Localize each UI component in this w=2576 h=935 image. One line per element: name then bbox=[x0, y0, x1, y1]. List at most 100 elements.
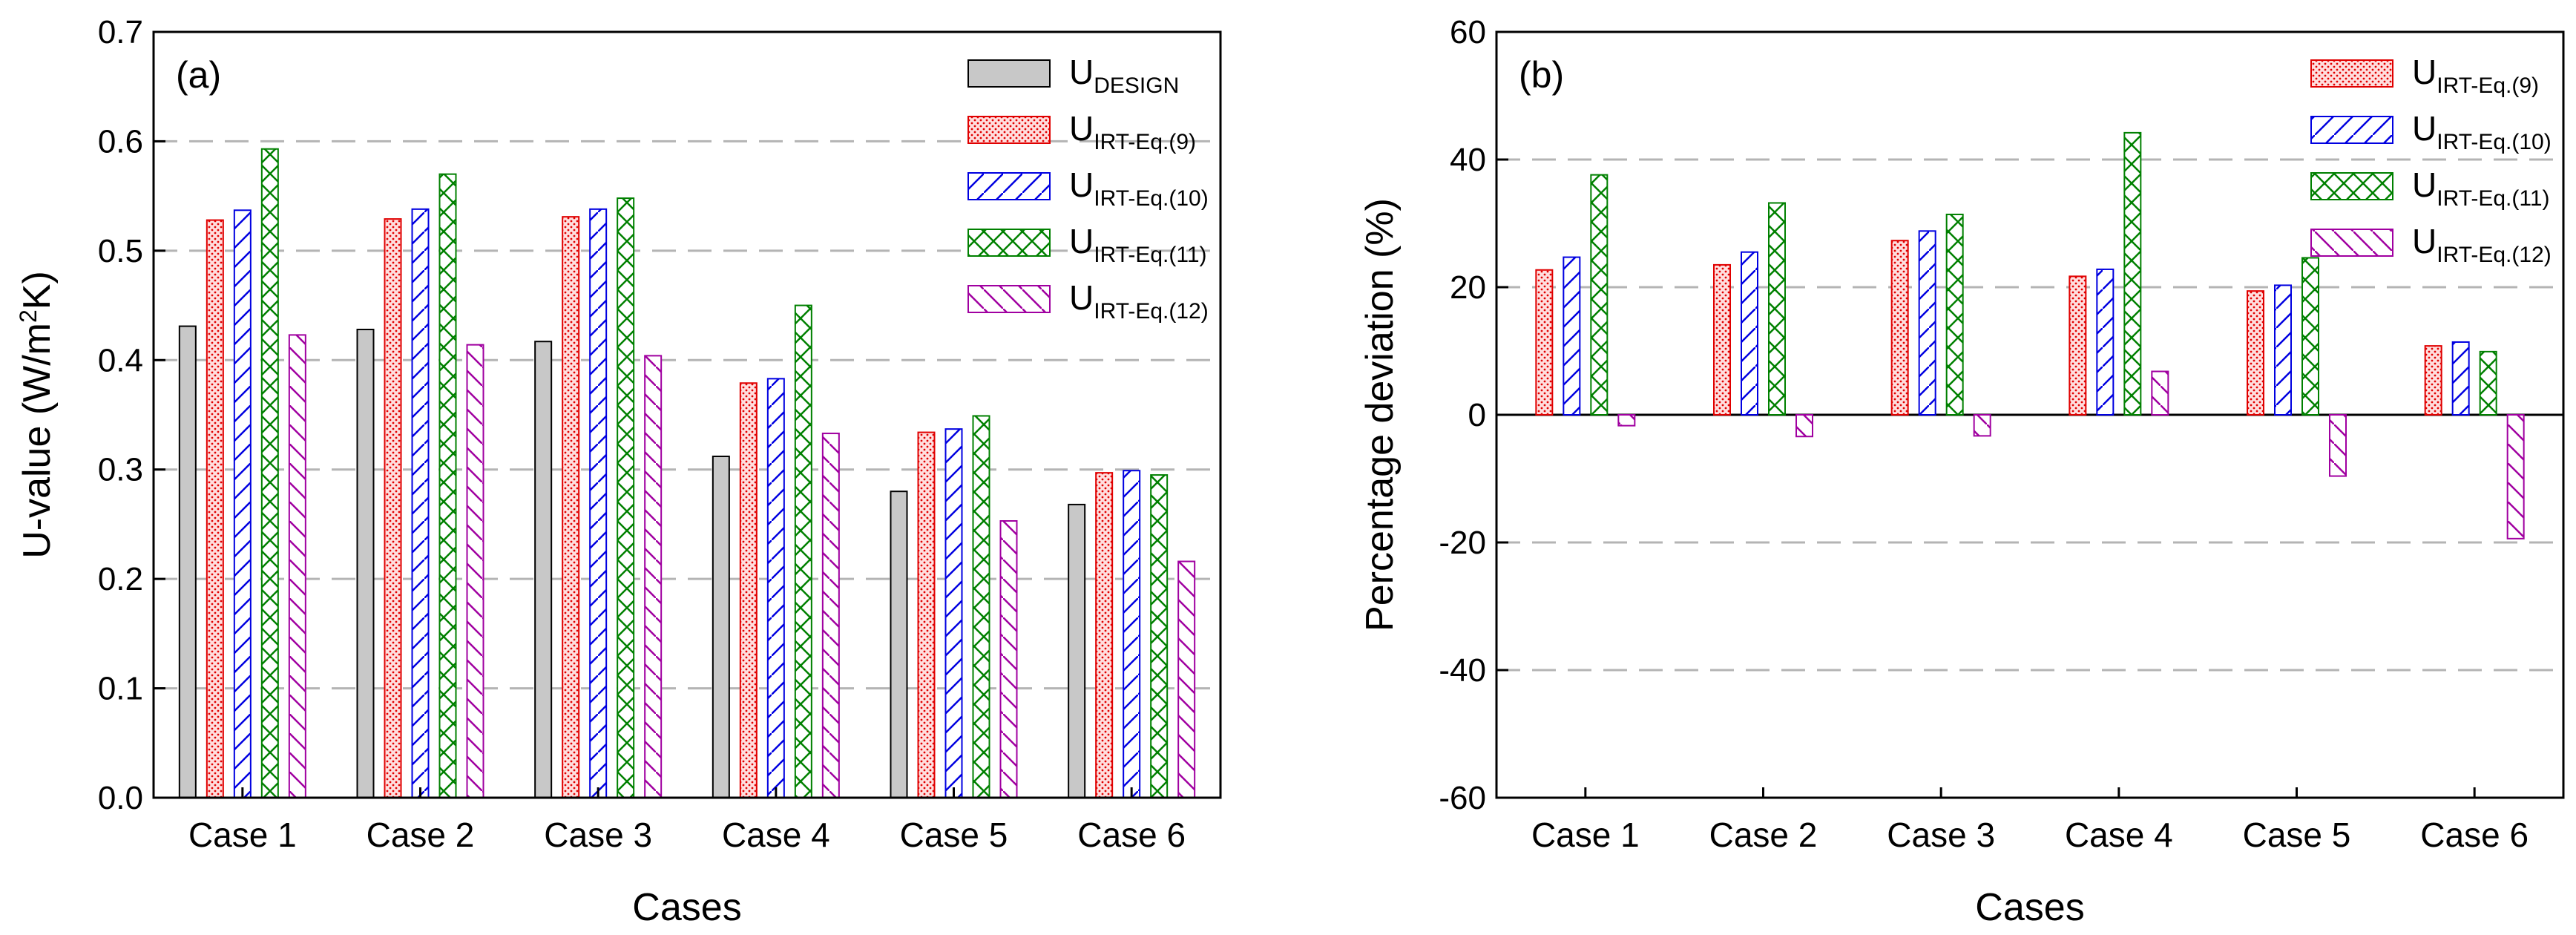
bar bbox=[2451, 341, 2470, 416]
bar bbox=[178, 325, 197, 798]
x-tick-label: Case 2 bbox=[1709, 816, 1818, 854]
y-tick-label: 0.4 bbox=[98, 342, 143, 378]
bar bbox=[2329, 414, 2347, 477]
bar bbox=[1945, 213, 1964, 416]
bar bbox=[2123, 131, 2142, 416]
chart-panel-b: -60 -40 -20 0 20 40 60 Case 1 Case 2 Case 3 Case 4… bbox=[1358, 14, 2565, 929]
x-axis-label: Cases bbox=[632, 886, 741, 929]
y-tick-label: 0 bbox=[1468, 397, 1486, 433]
legend-swatch bbox=[967, 285, 1051, 313]
legend-subscript: IRT-Eq.(10) bbox=[2437, 130, 2552, 154]
legend-swatch bbox=[967, 59, 1051, 88]
bar bbox=[1590, 174, 1609, 416]
legend-symbol: U bbox=[2412, 109, 2437, 148]
bar bbox=[1563, 256, 1581, 416]
legend-label: UIRT-Eq.(9) bbox=[1069, 109, 1196, 154]
x-tick-label: Case 5 bbox=[900, 816, 1008, 854]
legend-subscript: IRT-Eq.(9) bbox=[2437, 73, 2539, 98]
bar bbox=[562, 216, 580, 798]
y-axis-label-end: K) bbox=[16, 271, 59, 309]
bar bbox=[288, 334, 306, 798]
x-tick-label: Case 6 bbox=[1077, 816, 1186, 854]
y-tick-label: 0.7 bbox=[98, 14, 143, 50]
y-tick-label: 0.1 bbox=[98, 671, 143, 707]
y-axis-label-main: U-value (W/m bbox=[16, 323, 59, 559]
bar bbox=[1617, 414, 1636, 427]
bar bbox=[534, 341, 553, 799]
bar bbox=[206, 219, 224, 798]
bar bbox=[2506, 414, 2525, 539]
bar bbox=[384, 218, 402, 798]
bar bbox=[1123, 470, 1141, 799]
legend-symbol: U bbox=[1069, 165, 1094, 204]
bar bbox=[821, 433, 840, 798]
legend-symbol: U bbox=[2412, 53, 2437, 91]
bar bbox=[999, 520, 1018, 799]
bar bbox=[1795, 414, 1813, 438]
y-tick-label: 0.6 bbox=[98, 123, 143, 160]
bar bbox=[972, 415, 990, 798]
panel-label: (a) bbox=[176, 54, 221, 96]
legend-symbol: U bbox=[2412, 165, 2437, 204]
bar bbox=[589, 208, 608, 798]
y-tick-label: 0.5 bbox=[98, 233, 143, 269]
legend-label: UIRT-Eq.(11) bbox=[2412, 165, 2550, 211]
bar bbox=[944, 428, 963, 798]
y-tick-label: -40 bbox=[1439, 652, 1486, 689]
legend-swatch bbox=[2310, 172, 2393, 200]
y-axis-label: Percentage deviation (%) bbox=[1358, 198, 1402, 631]
legend-swatch bbox=[967, 229, 1051, 257]
panel-label: (b) bbox=[1519, 54, 1564, 96]
bar bbox=[1535, 269, 1554, 416]
legend-swatch bbox=[2310, 59, 2393, 88]
y-tick-label: 20 bbox=[1450, 269, 1486, 306]
bar bbox=[1150, 474, 1169, 798]
legend-label: UIRT-Eq.(11) bbox=[1069, 222, 1207, 267]
y-axis-label-superscript: 2 bbox=[15, 309, 42, 323]
legend-label: UIRT-Eq.(12) bbox=[2412, 222, 2552, 267]
bar bbox=[739, 382, 758, 798]
bar bbox=[2247, 290, 2264, 416]
bar bbox=[617, 197, 635, 798]
bar bbox=[1741, 251, 1758, 416]
plot-frame bbox=[152, 30, 1222, 799]
x-tick-label: Case 6 bbox=[2420, 816, 2529, 854]
legend-subscript: IRT-Eq.(11) bbox=[1094, 243, 1206, 267]
bar bbox=[1890, 240, 1909, 416]
y-tick-label: 0.2 bbox=[98, 561, 143, 597]
legend-symbol: U bbox=[1069, 109, 1094, 148]
legend-swatch bbox=[967, 116, 1051, 144]
bar bbox=[644, 355, 663, 799]
bar bbox=[1095, 472, 1114, 798]
bar bbox=[712, 456, 730, 798]
bar bbox=[438, 173, 457, 798]
legend-symbol: U bbox=[2412, 222, 2437, 260]
bar bbox=[411, 208, 430, 798]
y-tick-label: -20 bbox=[1439, 525, 1486, 561]
legend-label: UDESIGN bbox=[1069, 53, 1179, 98]
bar bbox=[1768, 202, 1786, 416]
legend-label: UIRT-Eq.(10) bbox=[1069, 165, 1209, 211]
legend-symbol: U bbox=[1069, 222, 1094, 260]
x-tick-label: Case 1 bbox=[1531, 816, 1640, 854]
bar bbox=[794, 304, 812, 799]
legend-label: UIRT-Eq.(12) bbox=[1069, 278, 1209, 324]
bar bbox=[2424, 345, 2442, 416]
x-tick-label: Case 3 bbox=[1887, 816, 1995, 854]
bar bbox=[466, 344, 484, 799]
x-tick-label: Case 4 bbox=[2065, 816, 2173, 854]
legend-subscript: DESIGN bbox=[1094, 73, 1179, 98]
y-tick-label: 60 bbox=[1450, 14, 1486, 50]
bar bbox=[2479, 350, 2497, 416]
legend-symbol: U bbox=[1069, 278, 1094, 317]
bar bbox=[1177, 560, 1196, 798]
bar bbox=[890, 491, 908, 798]
legend-subscript: IRT-Eq.(10) bbox=[1094, 186, 1209, 211]
x-tick-label: Case 2 bbox=[367, 816, 475, 854]
legend-subscript: IRT-Eq.(12) bbox=[2437, 243, 2552, 267]
bar bbox=[2301, 257, 2319, 416]
bar bbox=[2069, 275, 2087, 416]
legend-swatch bbox=[2310, 116, 2393, 144]
legend-subscript: IRT-Eq.(9) bbox=[1094, 130, 1196, 154]
